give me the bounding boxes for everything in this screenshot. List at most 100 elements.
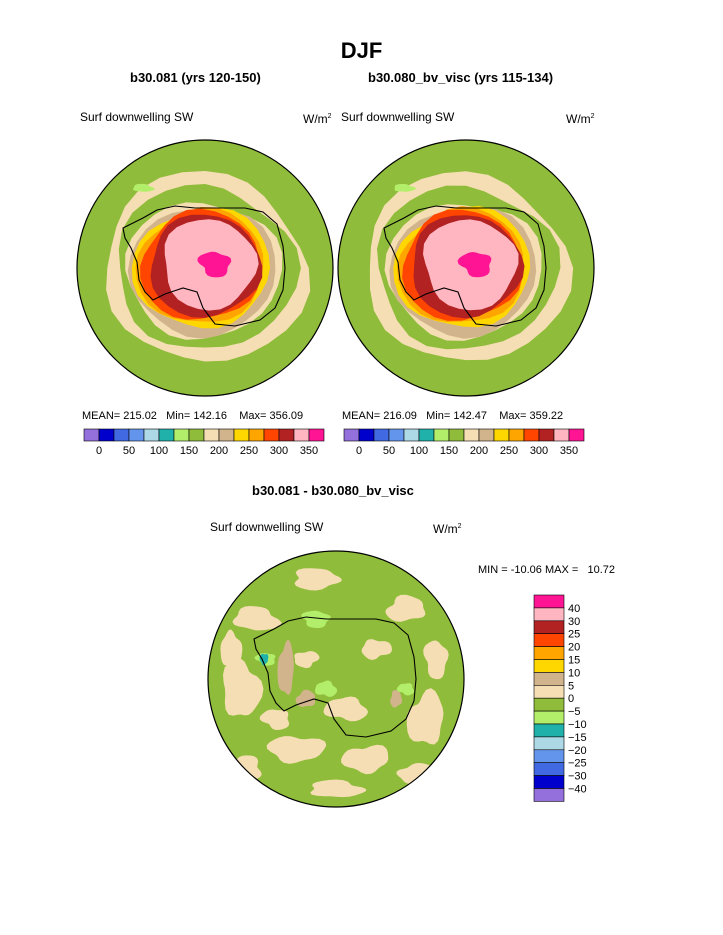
map-panel-2 xyxy=(337,139,595,397)
colorbar-swatch xyxy=(533,762,565,776)
panel-3-units: W/m2 xyxy=(433,522,462,536)
colorbar-tick-label: 50 xyxy=(123,445,135,457)
colorbar-tick-label: 50 xyxy=(383,445,395,457)
colorbar-swatch xyxy=(128,428,145,442)
colorbar-swatch xyxy=(308,428,325,442)
contour-band xyxy=(277,639,294,695)
contour-band xyxy=(341,744,389,775)
colorbar-swatch xyxy=(98,428,115,442)
colorbar-swatch xyxy=(553,428,570,442)
colorbar-swatch xyxy=(418,428,435,442)
colorbar-swatch xyxy=(448,428,465,442)
colorbar-tick-label: −15 xyxy=(568,732,587,744)
colorbar-swatch xyxy=(533,697,565,712)
contour-band xyxy=(232,606,282,631)
panel-2-units: W/m2 xyxy=(566,112,595,126)
colorbar-tick-label: 15 xyxy=(568,655,580,667)
panel-3-variable: Surf downwelling SW xyxy=(210,520,324,534)
contour-band xyxy=(361,639,392,660)
colorbar-tick-label: 150 xyxy=(180,445,198,457)
colorbar-swatch xyxy=(568,428,585,442)
contour-band xyxy=(220,629,243,666)
colorbar-tick-label: 300 xyxy=(270,445,288,457)
contour-band xyxy=(390,690,403,708)
panel-2-title: b30.080_bv_visc (yrs 115-134) xyxy=(368,70,554,85)
colorbar-swatch xyxy=(233,428,250,442)
colorbar-tick-label: 350 xyxy=(560,445,578,457)
colorbar-swatch xyxy=(173,428,190,442)
contour-band xyxy=(406,688,444,745)
contour-band xyxy=(266,736,327,764)
colorbar-swatch xyxy=(463,428,480,442)
colorbar-swatch xyxy=(533,607,565,622)
colorbar-swatch xyxy=(403,428,420,442)
page-title: DJF xyxy=(340,38,383,63)
colorbar-tick-label: −5 xyxy=(568,706,581,718)
colorbar-swatch xyxy=(218,428,235,442)
panel-2-stats: MEAN= 216.09 Min= 142.47 Max= 359.22 xyxy=(342,410,564,422)
colorbar-swatch xyxy=(533,646,565,660)
colorbar-swatch xyxy=(478,428,495,442)
contour-band xyxy=(457,252,492,278)
contour-band xyxy=(259,653,269,666)
colorbar-swatch xyxy=(538,428,555,442)
colorbar-swatch xyxy=(533,672,565,686)
colorbar-swatch xyxy=(533,633,565,647)
colorbar-swatch xyxy=(358,428,375,442)
colorbar-swatch xyxy=(533,788,565,802)
colorbar-tick-label: 350 xyxy=(300,445,318,457)
panel-3-stats: MIN = -10.06 MAX = 10.72 xyxy=(478,564,616,576)
contour-band xyxy=(294,568,342,591)
coastline xyxy=(122,205,286,327)
colorbar-tick-label: −10 xyxy=(568,719,587,731)
colorbar-tick-label: 0 xyxy=(96,445,102,457)
colorbar-1: 0 50 100 150 200 250 300 350 xyxy=(83,428,325,457)
map-panel-1 xyxy=(76,139,334,397)
contour-band xyxy=(396,683,415,696)
coastline xyxy=(253,616,417,738)
contour-band xyxy=(295,689,316,707)
contour-band xyxy=(197,251,232,278)
colorbar-tick-label: 250 xyxy=(240,445,258,457)
contour-band xyxy=(132,183,155,192)
colorbar-swatch xyxy=(293,428,310,442)
colorbar-tick-label: 300 xyxy=(530,445,548,457)
contour-band xyxy=(394,183,416,192)
colorbar-tick-label: 250 xyxy=(500,445,518,457)
contour-band xyxy=(301,610,331,628)
colorbar-2: 0 50 100 150 200 250 300 350 xyxy=(343,428,585,457)
colorbar-swatch xyxy=(278,428,295,442)
colorbar-swatch xyxy=(493,428,510,442)
contour-band xyxy=(259,709,290,730)
contour-band xyxy=(294,651,320,669)
colorbar-tick-label: −25 xyxy=(568,758,587,770)
map-boundary xyxy=(76,139,334,397)
colorbar-tick-label: 0 xyxy=(356,445,362,457)
colorbar-tick-label: 100 xyxy=(150,445,168,457)
colorbar-swatch xyxy=(113,428,130,442)
panel-2-variable: Surf downwelling SW xyxy=(341,110,455,124)
contour-band xyxy=(223,658,264,716)
colorbar-tick-label: 200 xyxy=(470,445,488,457)
colorbar-tick-label: −20 xyxy=(568,745,587,757)
colorbar-swatch xyxy=(343,428,360,442)
colorbar-swatch xyxy=(203,428,220,442)
colorbar-tick-label: 20 xyxy=(568,642,580,654)
contour-band xyxy=(323,696,369,722)
colorbar-swatch xyxy=(248,428,265,442)
colorbar-tick-label: 0 xyxy=(568,693,574,705)
colorbar-tick-label: 200 xyxy=(210,445,228,457)
colorbar-swatch xyxy=(533,736,565,751)
colorbar-tick-label: 25 xyxy=(568,629,580,641)
colorbar-tick-label: 40 xyxy=(568,603,580,615)
colorbar-tick-label: 30 xyxy=(568,616,580,628)
contour-band xyxy=(310,779,367,798)
panel-1-variable: Surf downwelling SW xyxy=(80,110,194,124)
colorbar-swatch xyxy=(533,684,565,699)
panel-1-title: b30.081 (yrs 120-150) xyxy=(130,70,261,85)
colorbar-swatch xyxy=(263,428,280,442)
panel-1-stats: MEAN= 215.02 Min= 142.16 Max= 356.09 xyxy=(82,410,304,422)
colorbar-swatch xyxy=(533,620,565,634)
map-panel-3 xyxy=(207,550,465,808)
